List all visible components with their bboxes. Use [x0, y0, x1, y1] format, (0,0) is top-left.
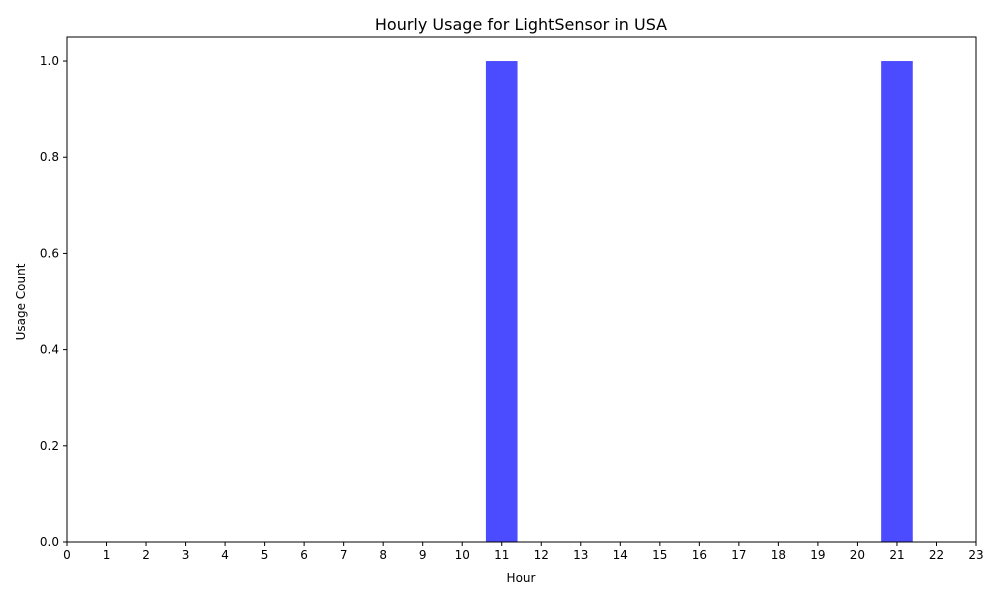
y-tick-label: 0.8: [40, 150, 59, 164]
y-tick-label: 0.0: [40, 535, 59, 549]
x-tick-label: 6: [300, 548, 308, 562]
bar-hour-21: [881, 61, 913, 543]
x-tick-label: 3: [182, 548, 190, 562]
x-tick-label: 0: [63, 548, 71, 562]
x-tick-label: 19: [810, 548, 825, 562]
x-tick-label: 4: [221, 548, 229, 562]
chart-title: Hourly Usage for LightSensor in USA: [375, 15, 667, 34]
x-tick-label: 22: [929, 548, 944, 562]
y-tick-label: 0.4: [40, 343, 59, 357]
x-tick-label: 12: [534, 548, 549, 562]
y-tick-label: 0.2: [40, 439, 59, 453]
x-tick-label: 2: [142, 548, 150, 562]
x-tick-label: 23: [968, 548, 983, 562]
y-tick-label: 1.0: [40, 54, 59, 68]
x-tick-label: 13: [573, 548, 588, 562]
bar-hour-11: [485, 61, 518, 543]
x-tick-label: 8: [379, 548, 387, 562]
axes-frame: [66, 36, 977, 543]
x-tick-label: 10: [455, 548, 470, 562]
x-tick-label: 5: [261, 548, 269, 562]
x-tick-label: 14: [613, 548, 628, 562]
x-axis-label: Hour: [507, 571, 536, 585]
y-axis-label: Usage Count: [14, 263, 28, 340]
y-tick-label: 0.6: [40, 246, 59, 260]
x-tick-label: 20: [850, 548, 865, 562]
x-tick-label: 21: [889, 548, 904, 562]
x-tick-label: 7: [340, 548, 348, 562]
x-tick-label: 1: [103, 548, 111, 562]
x-tick-label: 16: [692, 548, 707, 562]
x-tick-label: 11: [494, 548, 509, 562]
x-tick-label: 9: [419, 548, 427, 562]
plot-area: 0 1 2 3 4 5 6 7 8 9 10 11 12 13 14 15 16 17 18 19 20 21 22 230.…: [40, 36, 984, 562]
x-tick-label: 18: [771, 548, 786, 562]
x-tick-label: 17: [731, 548, 746, 562]
x-tick-label: 15: [652, 548, 667, 562]
